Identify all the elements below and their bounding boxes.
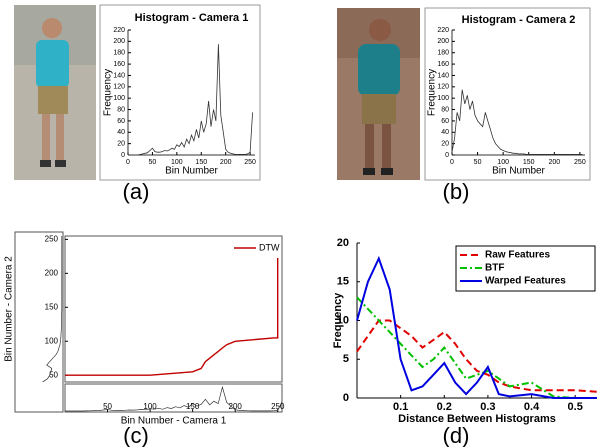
- y-tick-label: 250: [45, 235, 59, 244]
- y-tick-label: 80: [441, 106, 449, 113]
- y-axis-label: Bin Number - Camera 2: [4, 256, 15, 362]
- y-axis-label: Frequency: [427, 69, 438, 116]
- x-tick-label: 250: [574, 159, 586, 166]
- y-tick-label: 20: [337, 237, 349, 249]
- y-tick-label: 200: [437, 38, 449, 45]
- y-tick-label: 180: [113, 50, 125, 57]
- x-tick-label: 200: [548, 159, 560, 166]
- y-tick-label: 50: [49, 370, 58, 379]
- y-tick-label: 15: [337, 276, 349, 288]
- series-line: [356, 296, 597, 399]
- y-tick-label: 150: [45, 302, 59, 311]
- y-tick-label: 20: [117, 140, 125, 147]
- series-line: [128, 44, 253, 156]
- legend-label: DTW: [259, 242, 280, 252]
- series-line: [65, 239, 279, 376]
- photo-camera-2: [337, 8, 420, 180]
- x-tick-label: 250: [271, 402, 285, 411]
- y-tick-label: 160: [437, 61, 449, 68]
- y-tick-label: 200: [113, 38, 125, 45]
- y-tick-label: 120: [437, 84, 449, 91]
- x-tick-label: 0: [126, 159, 130, 166]
- y-tick-label: 220: [437, 27, 449, 34]
- x-tick-label: 0.3: [480, 401, 495, 413]
- strip-frame: [64, 383, 283, 413]
- x-tick-label: 50: [149, 159, 157, 166]
- x-axis-label: Bin Number: [165, 166, 218, 177]
- x-tick-label: 50: [103, 402, 112, 411]
- y-tick-label: 200: [45, 268, 59, 277]
- bottom-strip: [65, 385, 282, 412]
- legend-label: Warped Features: [485, 276, 566, 287]
- caption: (d): [443, 423, 470, 447]
- chart-title: Histogram - Camera 2: [462, 14, 576, 26]
- series-line: [356, 319, 597, 393]
- caption: (c): [123, 423, 149, 447]
- x-tick-label: 150: [186, 402, 200, 411]
- y-tick-label: 140: [113, 72, 125, 79]
- x-tick-label: 0.4: [524, 401, 540, 413]
- y-tick-label: 40: [117, 129, 125, 136]
- plot-frame: [64, 235, 283, 383]
- left-strip: [42, 236, 63, 382]
- x-tick-label: 100: [497, 159, 509, 166]
- chart-title: Histogram - Camera 1: [135, 12, 249, 24]
- y-tick-label: 80: [117, 106, 125, 113]
- y-tick-label: 40: [441, 129, 449, 136]
- y-tick-label: 0: [343, 392, 349, 404]
- series-line: [356, 255, 597, 399]
- y-tick-label: 120: [113, 84, 125, 91]
- x-tick-label: 50: [474, 159, 482, 166]
- photo-camera-1: [14, 5, 96, 180]
- x-axis-label: Bin Number: [492, 166, 545, 177]
- x-tick-label: 150: [195, 159, 207, 166]
- y-tick-label: 60: [117, 118, 125, 125]
- x-tick-label: 150: [523, 159, 535, 166]
- caption: (b): [443, 179, 470, 204]
- y-tick-label: 100: [45, 336, 59, 345]
- x-tick-label: 100: [171, 159, 183, 166]
- y-tick-label: 10: [337, 314, 349, 326]
- x-axis-label: Bin Number - Camera 1: [121, 416, 227, 427]
- series-line: [451, 89, 583, 155]
- x-tick-label: 200: [220, 159, 232, 166]
- caption: (a): [123, 179, 150, 204]
- legend-label: BTF: [485, 263, 504, 274]
- x-tick-label: 250: [244, 159, 256, 166]
- x-tick-label: 200: [229, 402, 243, 411]
- y-axis-label: Frequency: [332, 292, 344, 349]
- y-tick-label: 0: [121, 152, 125, 159]
- x-tick-label: 0.5: [568, 401, 583, 413]
- strip-histogram: [65, 385, 282, 412]
- y-tick-label: 5: [343, 353, 349, 365]
- y-tick-label: 140: [437, 72, 449, 79]
- strip-frame: [14, 231, 64, 413]
- x-tick-label: 0.2: [437, 401, 452, 413]
- y-axis-label: Frequency: [103, 69, 114, 116]
- y-tick-label: 160: [113, 61, 125, 68]
- y-tick-label: 100: [113, 95, 125, 102]
- panel-frame: [99, 4, 261, 181]
- x-axis-label: Distance Between Histograms: [398, 413, 556, 425]
- x-tick-label: 0.1: [393, 401, 408, 413]
- y-tick-label: 20: [441, 140, 449, 147]
- x-tick-label: 0: [450, 159, 454, 166]
- y-tick-label: 0: [445, 152, 449, 159]
- legend-label: Raw Features: [485, 250, 550, 261]
- y-tick-label: 220: [113, 27, 125, 34]
- strip-histogram: [42, 236, 63, 382]
- x-tick-label: 100: [143, 402, 157, 411]
- y-tick-label: 100: [437, 95, 449, 102]
- y-tick-label: 60: [441, 118, 449, 125]
- y-tick-label: 180: [437, 50, 449, 57]
